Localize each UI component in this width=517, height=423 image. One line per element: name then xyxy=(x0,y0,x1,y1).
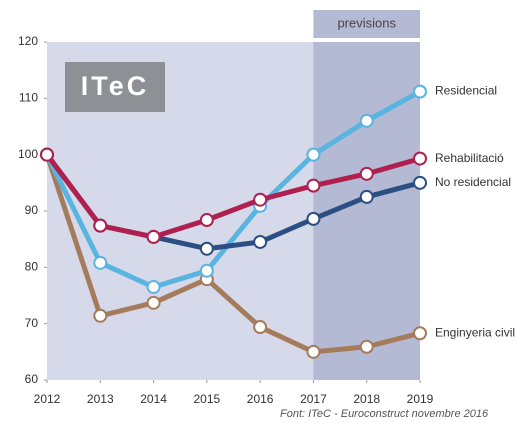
series-label: Enginyeria civil xyxy=(435,325,515,339)
x-tick-label: 2018 xyxy=(353,392,380,406)
point xyxy=(306,147,321,162)
series-line xyxy=(45,153,421,240)
x-tick-label: 2014 xyxy=(140,392,167,406)
series-line xyxy=(44,153,421,355)
series-label: Residencial xyxy=(435,84,497,98)
point xyxy=(146,280,161,295)
point xyxy=(146,295,161,310)
y-tick-label: 100 xyxy=(18,147,38,161)
x-tick-label: 2012 xyxy=(34,392,61,406)
point xyxy=(146,229,161,244)
point xyxy=(93,218,108,233)
point xyxy=(413,151,427,166)
y-tick-label: 80 xyxy=(25,260,39,274)
series-label: Rehabilitació xyxy=(435,151,504,165)
point xyxy=(306,344,321,359)
point xyxy=(413,84,427,99)
point xyxy=(40,147,54,162)
point xyxy=(199,213,214,228)
x-tick-label: 2016 xyxy=(247,392,274,406)
point xyxy=(199,241,214,256)
forecast-header xyxy=(313,10,420,38)
forecast-label: previsions xyxy=(337,15,396,30)
y-tick-label: 90 xyxy=(25,203,39,217)
point xyxy=(413,326,427,341)
point xyxy=(413,175,427,190)
point xyxy=(359,339,374,354)
point xyxy=(253,234,268,249)
x-tick-label: 2013 xyxy=(87,392,114,406)
point xyxy=(306,211,321,226)
y-tick-label: 60 xyxy=(25,372,39,386)
point xyxy=(359,189,374,204)
y-tick-label: 70 xyxy=(25,316,39,330)
series-label: No residencial xyxy=(435,175,511,189)
point xyxy=(93,308,108,323)
x-tick-label: 2015 xyxy=(194,392,221,406)
y-tick-label: 110 xyxy=(19,91,38,105)
point xyxy=(253,320,268,335)
point xyxy=(253,192,268,207)
point xyxy=(306,178,321,193)
y-tick-label: 120 xyxy=(18,34,38,48)
point xyxy=(359,113,374,128)
point xyxy=(93,255,108,270)
point xyxy=(199,263,214,278)
x-tick-label: 2019 xyxy=(407,392,434,406)
series-line xyxy=(44,89,422,290)
point xyxy=(359,166,374,181)
x-tick-label: 2017 xyxy=(300,392,327,406)
plot-background xyxy=(47,10,420,380)
logo-box xyxy=(65,62,165,112)
source: Font: ITeC - Euroconstruct novembre 2016 xyxy=(280,408,489,420)
logo: ITeC xyxy=(81,71,150,101)
